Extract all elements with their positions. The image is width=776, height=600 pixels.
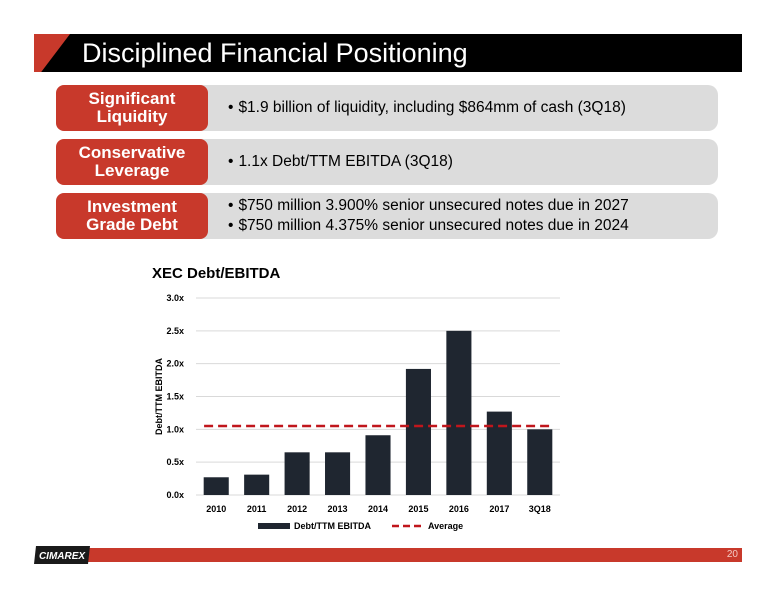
x-tick-label: 2010 bbox=[206, 504, 226, 514]
page-number: 20 bbox=[726, 549, 738, 560]
bar bbox=[203, 477, 229, 495]
x-tick-label: 2012 bbox=[287, 504, 307, 514]
highlight-bullets: • $1.9 billion of liquidity, including $8… bbox=[228, 85, 626, 131]
highlight-label: Conservative Leverage bbox=[56, 139, 208, 185]
highlight-label: Significant Liquidity bbox=[56, 85, 208, 131]
bullet-item: • 1.1x Debt/TTM EBITDA (3Q18) bbox=[228, 153, 453, 170]
legend-label-average: Average bbox=[428, 521, 463, 531]
y-tick-label: 1.5x bbox=[166, 392, 184, 402]
highlight-label: Investment Grade Debt bbox=[56, 193, 208, 239]
y-tick-label: 0.5x bbox=[166, 457, 184, 467]
bullet-item: • $750 million 3.900% senior unsecured no… bbox=[228, 197, 629, 214]
chart-title: XEC Debt/EBITDA bbox=[152, 265, 281, 282]
highlight-row-debt: Investment Grade Debt • $750 million 3.90… bbox=[56, 193, 718, 239]
highlight-label-line: Grade Debt bbox=[86, 215, 178, 234]
bar bbox=[446, 330, 472, 495]
bullet-item: • $750 million 4.375% senior unsecured no… bbox=[228, 217, 629, 234]
x-tick-label: 2017 bbox=[489, 504, 509, 514]
legend-swatch-series bbox=[258, 523, 290, 529]
cimarex-logo: CIMAREX bbox=[34, 546, 90, 564]
x-tick-label: 2013 bbox=[328, 504, 348, 514]
bar bbox=[527, 429, 553, 495]
highlight-label-line: Significant bbox=[88, 89, 176, 108]
y-tick-label: 3.0x bbox=[166, 293, 184, 303]
highlight-label-line: Investment bbox=[87, 197, 177, 216]
highlight-row-leverage: Conservative Leverage • 1.1x Debt/TTM EBI… bbox=[56, 139, 718, 185]
x-tick-label: 2011 bbox=[247, 504, 267, 514]
highlight-label-line: Liquidity bbox=[96, 107, 168, 126]
legend-label-series: Debt/TTM EBITDA bbox=[294, 521, 371, 531]
bullet-item: • $1.9 billion of liquidity, including $8… bbox=[228, 99, 626, 116]
highlight-pill bbox=[176, 85, 718, 131]
highlight-bullets: • 1.1x Debt/TTM EBITDA (3Q18) bbox=[228, 139, 453, 185]
highlight-label-line: Conservative bbox=[78, 143, 186, 162]
bar bbox=[325, 452, 351, 495]
y-tick-label: 2.5x bbox=[166, 326, 184, 336]
y-tick-label: 1.0x bbox=[166, 424, 184, 434]
bar bbox=[284, 452, 310, 495]
bar bbox=[405, 368, 431, 495]
highlight-pill bbox=[176, 193, 718, 239]
bar bbox=[244, 474, 270, 495]
y-tick-label: 0.0x bbox=[166, 490, 184, 500]
bar bbox=[365, 435, 391, 495]
highlight-label-line: Leverage bbox=[94, 161, 170, 180]
bar bbox=[486, 411, 512, 495]
svg-text:CIMAREX: CIMAREX bbox=[39, 551, 86, 562]
y-tick-label: 2.0x bbox=[166, 359, 184, 369]
y-axis-label: Debt/TTM EBITDA bbox=[154, 358, 164, 435]
x-tick-label: 2016 bbox=[449, 504, 469, 514]
x-tick-label: 2014 bbox=[368, 504, 388, 514]
x-tick-label: 3Q18 bbox=[529, 504, 551, 514]
debt-ebitda-chart: XEC Debt/EBITDA 0.0x 0.5x 1.0x 1.5x 2.0x 2.5x 3… bbox=[152, 265, 560, 531]
highlight-pill bbox=[176, 139, 718, 185]
x-tick-label: 2015 bbox=[408, 504, 428, 514]
title-bar bbox=[34, 34, 742, 72]
highlight-bullets: • $750 million 3.900% senior unsecured no… bbox=[228, 193, 629, 239]
page-title: Disciplined Financial Positioning bbox=[82, 38, 468, 68]
highlight-row-liquidity: Significant Liquidity • $1.9 billion of l… bbox=[56, 85, 718, 131]
footer-bar bbox=[70, 548, 742, 562]
